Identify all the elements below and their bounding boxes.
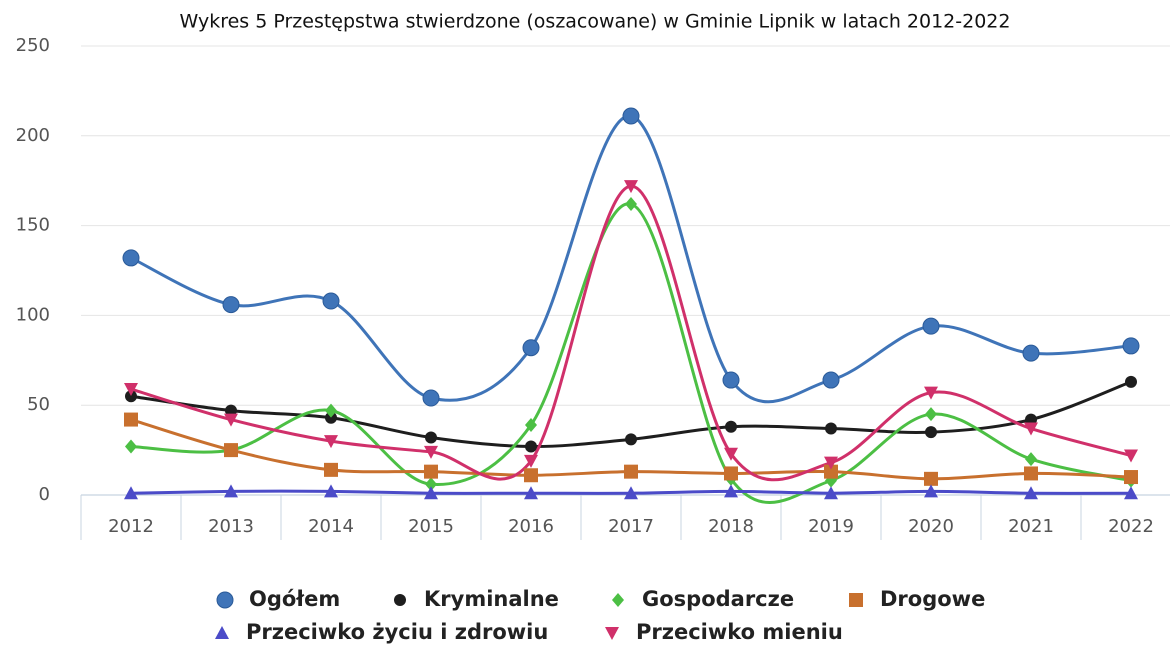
marker: [824, 486, 838, 500]
x-tick-label: 2013: [208, 516, 254, 537]
marker: [224, 443, 238, 458]
y-tick-label: 50: [27, 394, 50, 415]
marker: [625, 197, 637, 212]
marker: [124, 383, 138, 397]
x-tick-label: 2016: [508, 516, 554, 537]
marker: [322, 292, 340, 310]
marker: [224, 413, 238, 427]
marker: [216, 591, 234, 609]
marker: [1024, 422, 1038, 436]
y-tick-label: 250: [16, 35, 50, 56]
marker: [325, 403, 337, 418]
marker: [1124, 470, 1138, 485]
marker: [122, 249, 140, 267]
y-tick-label: 200: [16, 125, 50, 146]
legend-label: Gospodarcze: [642, 587, 794, 611]
marker: [922, 317, 940, 335]
marker: [1024, 466, 1038, 481]
marker: [522, 339, 540, 357]
marker: [1124, 449, 1138, 463]
x-tick-label: 2019: [808, 516, 854, 537]
y-tick-label: 0: [39, 484, 50, 505]
x-tick-label: 2012: [108, 516, 154, 537]
x-tick-label: 2018: [708, 516, 754, 537]
legend-label: Drogowe: [880, 587, 985, 611]
marker: [925, 407, 937, 422]
marker: [215, 626, 229, 639]
marker: [624, 486, 638, 500]
legend-item: Ogółem: [216, 587, 340, 611]
y-tick-label: 100: [16, 304, 50, 325]
marker: [1022, 344, 1040, 362]
legend-item: Przeciwko mieniu: [605, 620, 843, 644]
x-tick-label: 2017: [608, 516, 654, 537]
marker: [425, 431, 437, 444]
legend-label: Ogółem: [249, 587, 340, 611]
x-tick-label: 2015: [408, 516, 454, 537]
marker: [824, 456, 838, 470]
marker: [725, 420, 737, 433]
marker: [394, 594, 406, 606]
marker: [724, 447, 738, 461]
x-tick-label: 2014: [308, 516, 354, 537]
chart-title: Wykres 5 Przestępstwa stwierdzone (oszac…: [180, 11, 1011, 33]
legend-item: Przeciwko życiu i zdrowiu: [215, 620, 548, 644]
marker: [825, 422, 837, 435]
marker: [222, 296, 240, 314]
marker: [324, 435, 338, 449]
legend-label: Przeciwko życiu i zdrowiu: [246, 620, 548, 644]
marker: [524, 454, 538, 468]
marker: [1125, 375, 1137, 388]
marker: [1025, 452, 1037, 467]
series-line: [130, 114, 1132, 404]
marker: [1024, 486, 1038, 500]
marker: [524, 486, 538, 500]
marker: [824, 464, 838, 479]
marker: [1124, 486, 1138, 500]
legend-item: Gospodarcze: [612, 587, 794, 611]
y-tick-label: 150: [16, 215, 50, 236]
legend-label: Przeciwko mieniu: [636, 620, 843, 644]
marker: [324, 484, 338, 498]
marker: [525, 440, 537, 453]
marker: [525, 417, 537, 432]
marker: [324, 462, 338, 477]
marker: [612, 593, 624, 607]
marker: [424, 464, 438, 479]
marker: [425, 477, 437, 492]
marker: [524, 468, 538, 483]
marker: [625, 433, 637, 446]
x-tick-label: 2022: [1108, 516, 1154, 537]
marker: [224, 484, 238, 498]
marker: [724, 484, 738, 498]
marker: [924, 471, 938, 486]
marker: [925, 426, 937, 439]
marker: [924, 386, 938, 400]
marker: [124, 486, 138, 500]
marker: [724, 466, 738, 481]
marker: [624, 180, 638, 194]
marker: [424, 486, 438, 500]
marker: [822, 371, 840, 389]
marker: [325, 411, 337, 424]
marker: [622, 107, 640, 125]
marker: [422, 389, 440, 407]
legend-item: Kryminalne: [394, 587, 559, 611]
legend-label: Kryminalne: [424, 587, 559, 611]
marker: [125, 439, 137, 454]
x-tick-label: 2021: [1008, 516, 1054, 537]
marker: [722, 371, 740, 389]
marker: [424, 445, 438, 459]
marker: [1122, 337, 1140, 355]
x-tick-label: 2020: [908, 516, 954, 537]
series-line: [130, 202, 1132, 504]
legend-item: Drogowe: [849, 587, 985, 611]
marker: [125, 390, 137, 403]
marker: [605, 627, 619, 640]
marker: [924, 484, 938, 498]
marker: [849, 593, 863, 607]
marker: [624, 464, 638, 479]
marker: [124, 412, 138, 427]
